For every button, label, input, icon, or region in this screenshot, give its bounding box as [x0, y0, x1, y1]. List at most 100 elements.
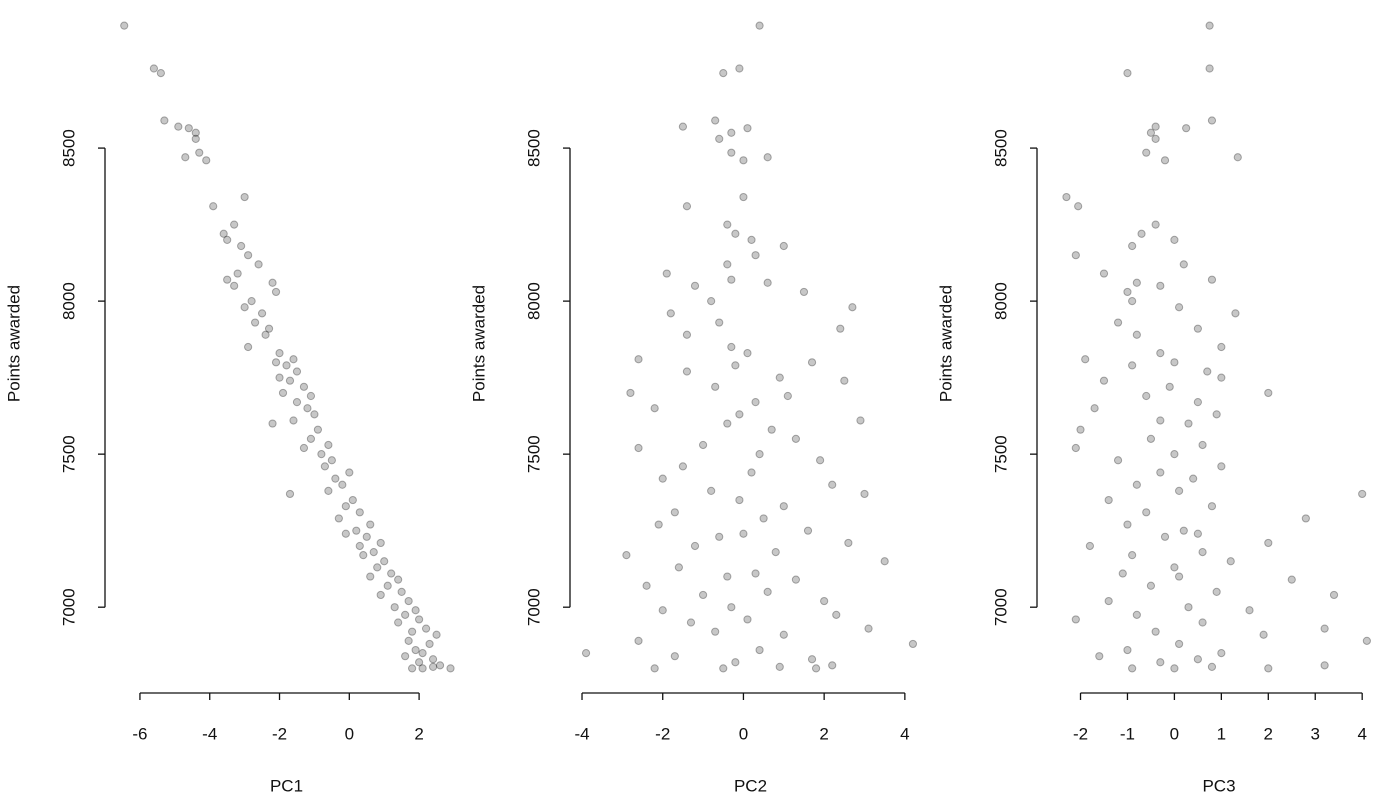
point	[299, 443, 309, 453]
point	[634, 443, 643, 453]
point	[376, 590, 385, 600]
x-axis-label: PC1	[270, 776, 303, 795]
point	[1104, 495, 1113, 505]
point	[1231, 309, 1240, 318]
point	[1099, 376, 1109, 385]
x-tick-label: 3	[1311, 724, 1320, 743]
point	[832, 610, 841, 619]
point	[285, 489, 295, 499]
point	[373, 563, 382, 572]
point	[739, 156, 748, 165]
point	[779, 241, 788, 251]
point	[411, 606, 420, 615]
point	[254, 260, 263, 269]
point	[1156, 349, 1165, 358]
point	[1095, 652, 1104, 661]
point	[1170, 358, 1179, 367]
point	[767, 425, 776, 434]
point	[156, 68, 165, 78]
point	[658, 474, 667, 483]
point	[320, 462, 329, 471]
x-tick-label: -2	[1073, 724, 1088, 743]
point	[324, 486, 333, 495]
point	[840, 376, 849, 385]
point	[779, 502, 788, 511]
point	[369, 548, 378, 557]
point	[743, 124, 752, 133]
point	[230, 220, 239, 229]
point	[244, 342, 253, 352]
point	[1174, 486, 1184, 495]
point	[670, 508, 679, 517]
point	[240, 192, 249, 202]
point	[271, 358, 281, 367]
point	[174, 122, 183, 131]
point	[191, 134, 200, 143]
point	[807, 358, 817, 367]
point	[292, 367, 302, 376]
point	[160, 116, 169, 125]
point	[723, 572, 732, 581]
point	[1156, 658, 1165, 667]
point	[404, 596, 413, 606]
point	[727, 603, 736, 612]
point	[387, 569, 396, 578]
point	[650, 664, 659, 673]
point	[1113, 318, 1123, 327]
point	[1090, 404, 1099, 413]
point	[285, 376, 295, 385]
point	[383, 581, 392, 590]
point	[1212, 587, 1221, 596]
point	[1184, 603, 1193, 612]
point	[864, 624, 873, 633]
point	[1329, 590, 1339, 600]
point	[1137, 229, 1146, 238]
point	[1174, 572, 1184, 581]
point	[1320, 624, 1329, 633]
point	[799, 287, 809, 297]
y-tick-label: 7500	[524, 435, 543, 473]
point	[678, 122, 688, 131]
point	[1264, 664, 1273, 673]
point	[184, 124, 193, 133]
point	[735, 410, 744, 419]
point	[828, 480, 837, 489]
point	[719, 664, 728, 673]
point	[1182, 124, 1191, 133]
point	[763, 278, 772, 287]
point	[418, 664, 427, 673]
point	[1076, 425, 1085, 434]
point	[1146, 581, 1156, 590]
point	[581, 649, 591, 658]
x-tick-label: 4	[900, 724, 909, 743]
point	[1071, 615, 1080, 624]
point	[674, 563, 683, 572]
point	[202, 156, 211, 165]
y-tick-label: 7000	[991, 588, 1010, 626]
point	[306, 391, 316, 401]
point	[247, 297, 256, 306]
x-tick-label: 2	[819, 724, 828, 743]
point	[1193, 655, 1202, 664]
point	[1207, 275, 1217, 284]
point	[1207, 116, 1217, 125]
point	[1132, 480, 1141, 489]
y-tick-label: 7500	[991, 435, 1010, 473]
point	[739, 192, 748, 202]
point	[299, 382, 309, 391]
y-tick-label: 7500	[59, 435, 78, 473]
point	[1123, 645, 1132, 655]
point	[327, 456, 336, 465]
point	[698, 590, 708, 600]
y-tick-label: 8000	[59, 282, 78, 320]
point	[1184, 419, 1193, 428]
point	[223, 275, 232, 284]
point	[642, 581, 651, 590]
y-tick-label: 8000	[991, 282, 1010, 320]
point	[848, 303, 857, 312]
x-tick-label: 1	[1217, 724, 1226, 743]
point	[1146, 128, 1156, 137]
point	[1151, 122, 1160, 131]
point	[1128, 241, 1137, 251]
point	[844, 538, 853, 548]
